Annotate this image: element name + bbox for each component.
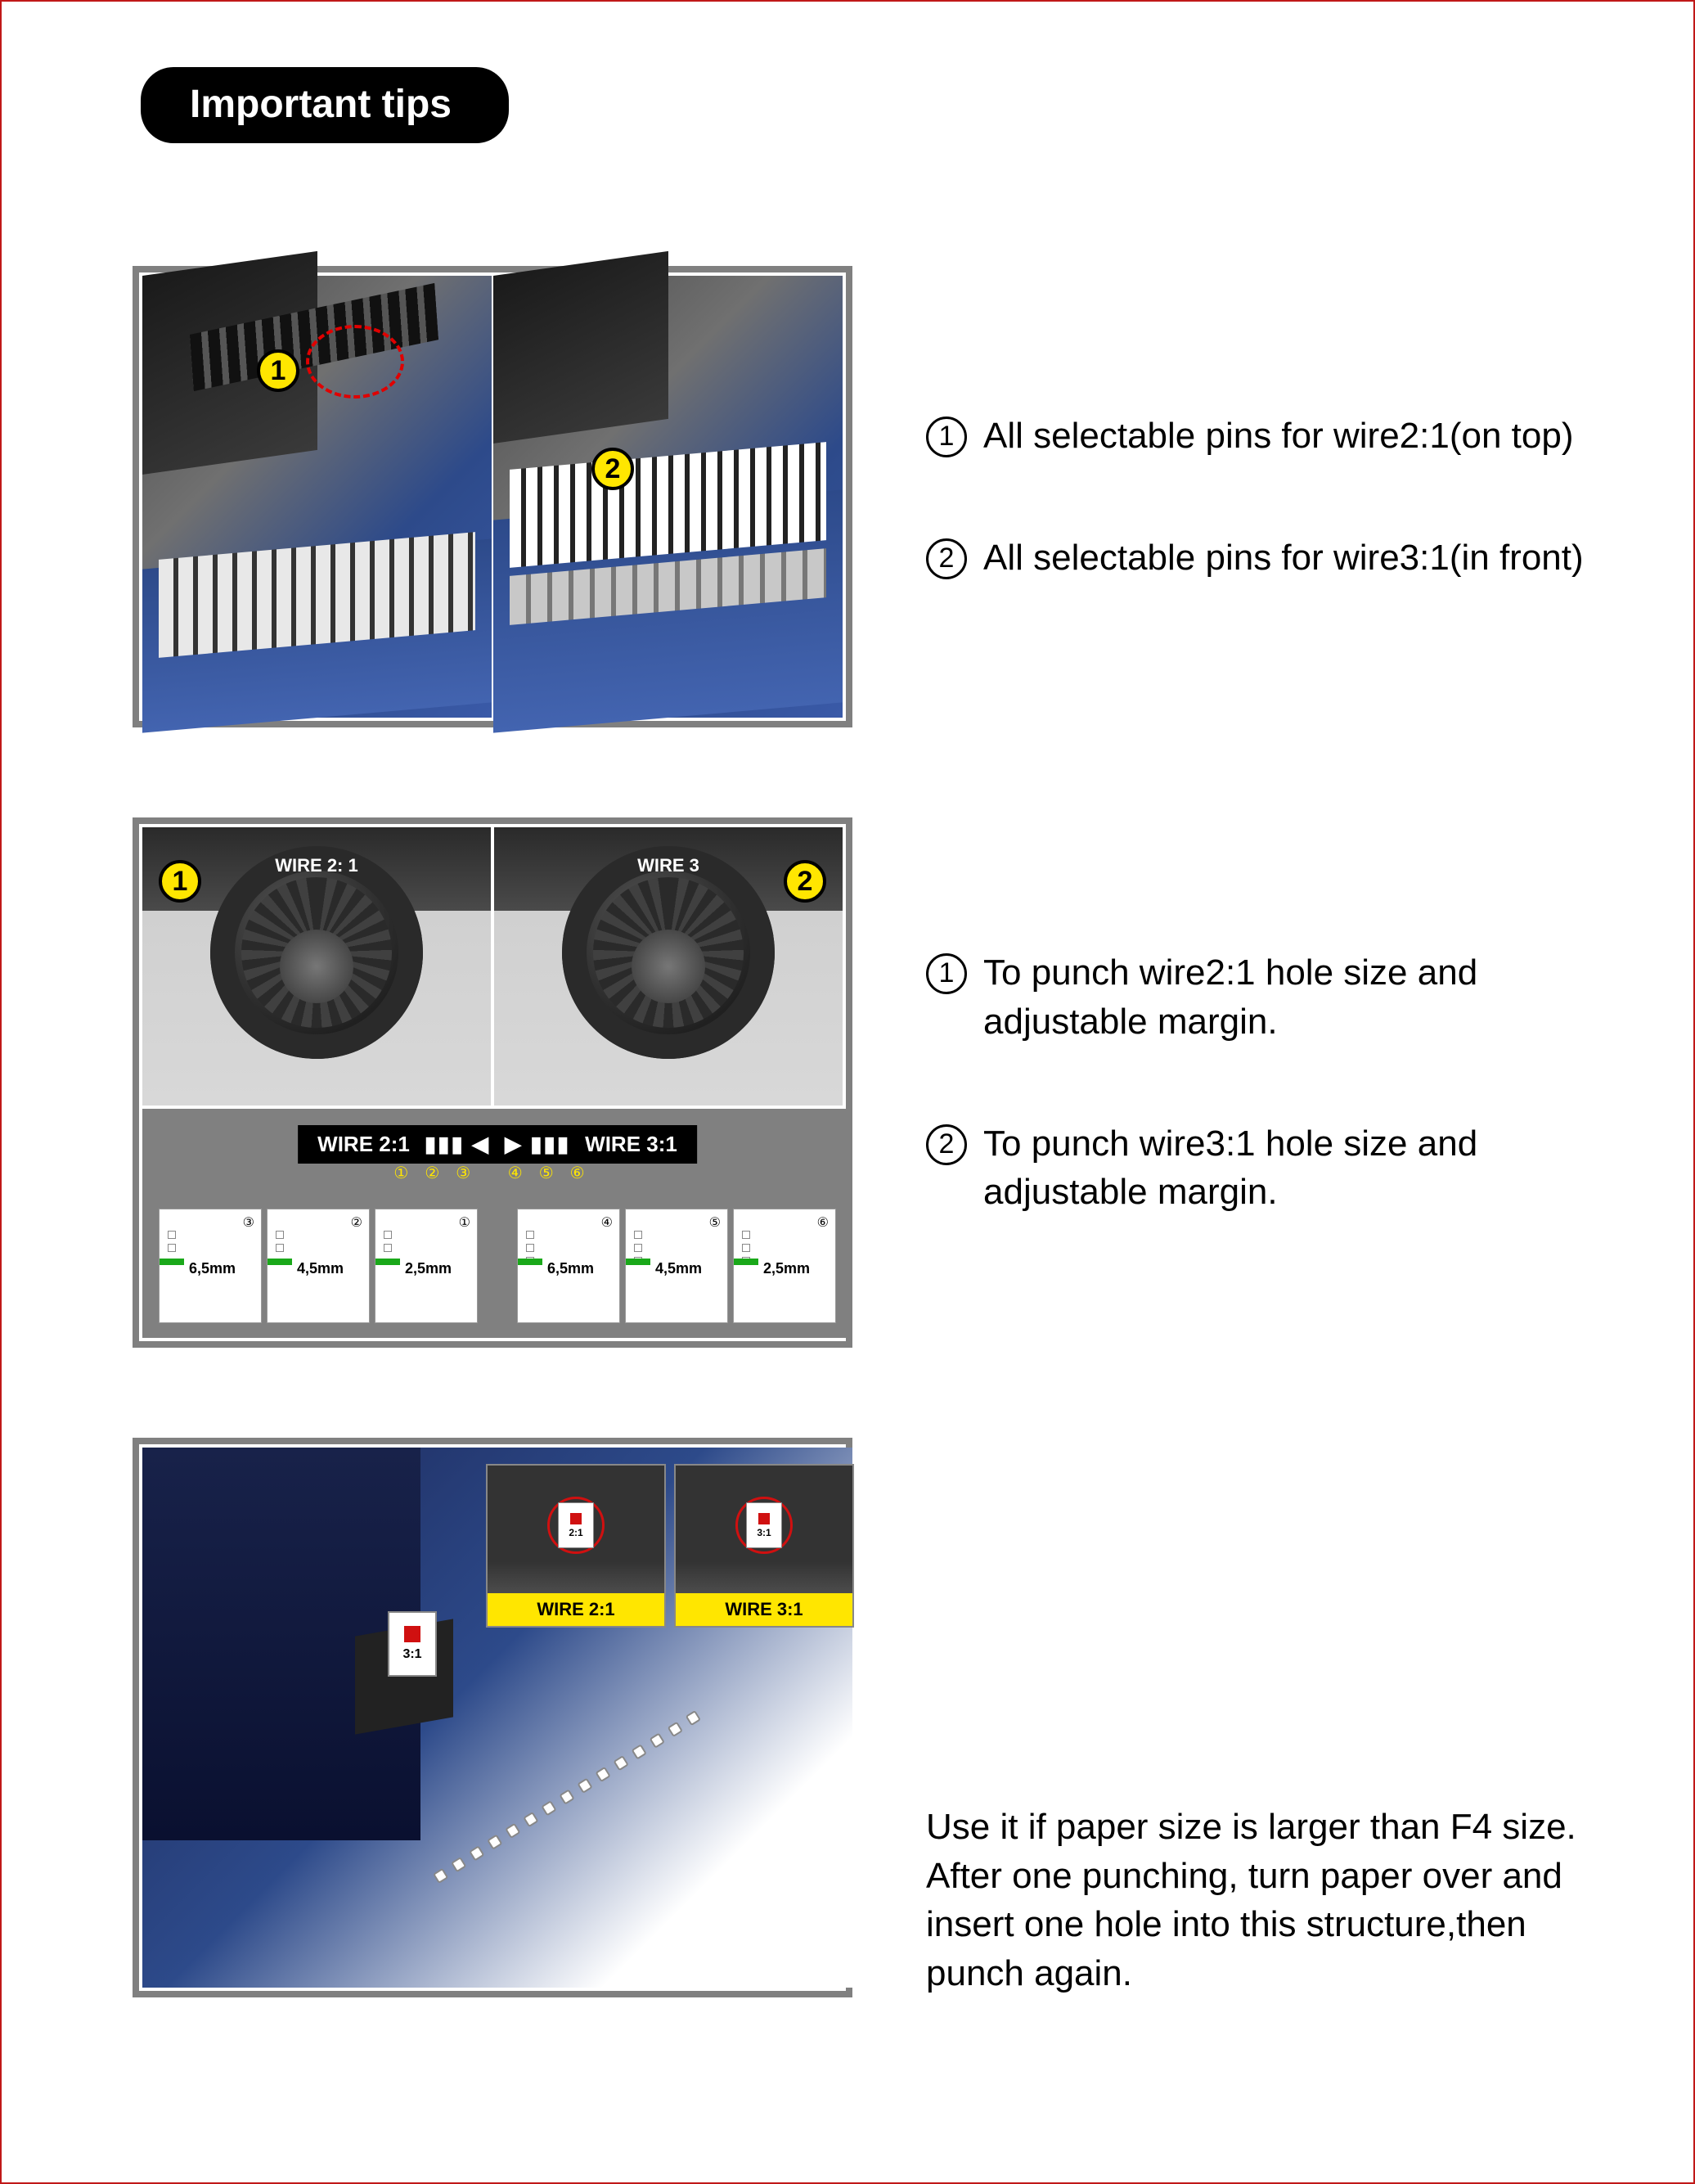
desc-item: 1 All selectable pins for wire2:1(on top… (926, 412, 1595, 460)
inset-wire31: 3:1 WIRE 3:1 (674, 1464, 854, 1628)
figure-pins-panel-1: 1 (142, 276, 492, 718)
figure-pins-panel-2: 2 (493, 276, 843, 718)
figure-oversize: 3:1 2:1 WIRE 2:1 3:1 WIRE 3:1 (142, 1448, 852, 1988)
margin-group-right: ④6,5mm ⑤4,5mm ⑥2,5mm (517, 1209, 836, 1323)
circled-number-icon: 2 (926, 1124, 967, 1165)
inset-band-label: WIRE 2:1 (488, 1593, 664, 1626)
section-pins-desc: 1 All selectable pins for wire2:1(on top… (852, 412, 1595, 583)
arrow-left-icon: ▮▮▮ ◀ (425, 1132, 490, 1157)
knob-panel-left: WIRE 2: 1 1 (142, 827, 491, 1106)
callout-2-icon: 2 (591, 448, 634, 490)
inset-band-label: WIRE 3:1 (676, 1593, 852, 1626)
desc-text: Use it if paper size is larger than F4 s… (926, 1803, 1595, 1997)
callout-2-icon: 2 (784, 860, 826, 903)
margin-group-left: ③6,5mm ②4,5mm ①2,5mm (159, 1209, 478, 1323)
desc-item: 1 To punch wire2:1 hole size and adjusta… (926, 948, 1595, 1046)
circled-number-icon: 1 (926, 417, 967, 457)
margin-card: ⑤4,5mm (625, 1209, 728, 1323)
dir-sub-numbers: ①②③ ④⑤⑥ (393, 1163, 600, 1183)
knob-label: WIRE 2: 1 (275, 855, 357, 876)
margin-diagram: WIRE 2:1 ▮▮▮ ◀ ▶ ▮▮▮ WIRE 3:1 ①②③ ④⑤⑥ ③6… (142, 1109, 852, 1338)
section-knobs-desc: 1 To punch wire2:1 hole size and adjusta… (852, 948, 1595, 1217)
stopper-label: 3:1 (388, 1611, 437, 1677)
desc-text: All selectable pins for wire3:1(in front… (983, 534, 1584, 582)
section-pins: 1 2 1 All selectable pins for wire2:1(on… (133, 266, 1595, 727)
desc-text: To punch wire3:1 hole size and adjustabl… (983, 1119, 1595, 1217)
dir-left-label: WIRE 2:1 (317, 1132, 410, 1157)
section-knobs: WIRE 2: 1 1 WIRE 3 2 WIRE 2:1 ▮▮▮ ◀ ▶ ▮▮… (133, 817, 1595, 1348)
margin-card: ①2,5mm (375, 1209, 478, 1323)
arrow-right-icon: ▶ ▮▮▮ (505, 1132, 570, 1157)
knob-label: WIRE 3 (637, 855, 699, 876)
desc-text: All selectable pins for wire2:1(on top) (983, 412, 1573, 460)
section-oversize-desc: Use it if paper size is larger than F4 s… (852, 1803, 1595, 1997)
page: Important tips 1 2 (0, 0, 1695, 2184)
circled-number-icon: 1 (926, 953, 967, 994)
callout-1-icon: 1 (257, 349, 299, 392)
margin-card: ⑥2,5mm (733, 1209, 836, 1323)
desc-item: 2 All selectable pins for wire3:1(in fro… (926, 534, 1595, 582)
callout-1-icon: 1 (159, 860, 201, 903)
desc-item: 2 To punch wire3:1 hole size and adjusta… (926, 1119, 1595, 1217)
section-oversize: 3:1 2:1 WIRE 2:1 3:1 WIRE 3:1 Use it if … (133, 1438, 1595, 1997)
knob-panel-right: WIRE 3 2 (494, 827, 843, 1106)
dir-right-label: WIRE 3:1 (585, 1132, 677, 1157)
circled-number-icon: 2 (926, 538, 967, 579)
direction-bar: WIRE 2:1 ▮▮▮ ◀ ▶ ▮▮▮ WIRE 3:1 (298, 1125, 697, 1164)
margin-card: ③6,5mm (159, 1209, 262, 1323)
margin-card: ②4,5mm (267, 1209, 370, 1323)
desc-text: To punch wire2:1 hole size and adjustabl… (983, 948, 1595, 1046)
page-title-pill: Important tips (141, 67, 509, 143)
highlight-circle-icon (306, 325, 404, 399)
figure-pins-frame: 1 2 (133, 266, 852, 727)
inset-wire21: 2:1 WIRE 2:1 (486, 1464, 666, 1628)
margin-card: ④6,5mm (517, 1209, 620, 1323)
figure-knobs-frame: WIRE 2: 1 1 WIRE 3 2 WIRE 2:1 ▮▮▮ ◀ ▶ ▮▮… (133, 817, 852, 1348)
figure-oversize-frame: 3:1 2:1 WIRE 2:1 3:1 WIRE 3:1 (133, 1438, 852, 1997)
punched-holes-icon (433, 1710, 701, 1884)
